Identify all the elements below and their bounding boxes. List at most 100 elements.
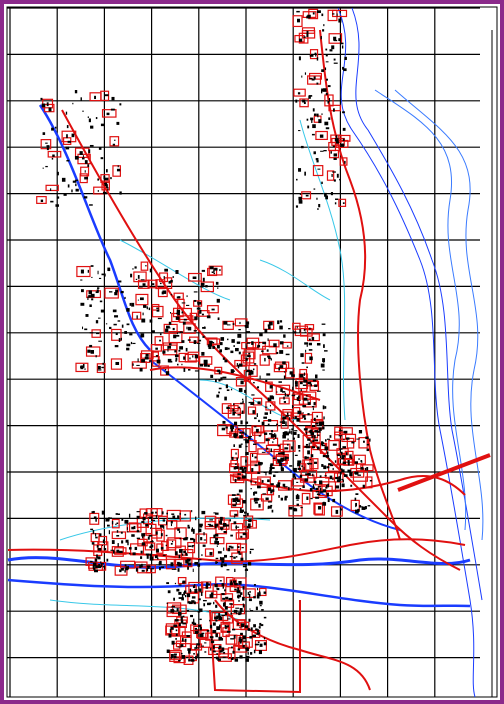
building [177, 515, 180, 520]
building [277, 482, 281, 485]
building [266, 349, 269, 352]
building [116, 530, 119, 533]
building [178, 349, 181, 352]
building [278, 452, 281, 455]
building [239, 431, 242, 434]
block [262, 345, 277, 355]
building [191, 510, 193, 513]
building [170, 562, 174, 567]
building [136, 537, 141, 540]
building [233, 403, 235, 406]
building [198, 528, 202, 533]
building [325, 48, 328, 51]
building [205, 285, 208, 288]
building [112, 143, 116, 146]
building [97, 270, 99, 275]
building [61, 177, 66, 182]
building [121, 518, 124, 521]
building [176, 588, 180, 592]
building [308, 349, 313, 351]
building [223, 531, 227, 534]
building [288, 486, 290, 491]
building [266, 373, 271, 376]
building [342, 66, 344, 70]
building [317, 434, 320, 436]
block [100, 174, 110, 184]
building [165, 328, 169, 332]
building [184, 638, 187, 642]
block [212, 584, 227, 596]
building [211, 271, 214, 273]
building [314, 384, 318, 387]
building [106, 112, 110, 116]
building [290, 446, 294, 450]
building [248, 593, 251, 598]
block [204, 548, 215, 557]
building [121, 567, 124, 571]
building [333, 62, 338, 64]
building [249, 608, 251, 610]
block [301, 391, 317, 400]
building [159, 566, 161, 571]
building [315, 54, 317, 57]
building [306, 33, 309, 37]
building [271, 467, 275, 469]
building [242, 564, 247, 566]
pointer-line [397, 453, 491, 492]
building [182, 321, 186, 325]
building [306, 496, 309, 500]
building [159, 333, 162, 336]
block [205, 632, 221, 641]
building [90, 350, 95, 354]
building [94, 95, 97, 100]
building [282, 483, 286, 487]
building [283, 375, 286, 379]
building [248, 618, 251, 622]
building [239, 607, 243, 612]
building [97, 556, 101, 560]
building [179, 331, 184, 333]
building [208, 583, 210, 586]
building [48, 107, 52, 112]
building [256, 498, 260, 501]
building [174, 582, 177, 585]
building [315, 496, 320, 499]
building [284, 497, 287, 501]
building [292, 432, 297, 435]
building [216, 394, 220, 398]
building [307, 450, 310, 455]
building [268, 357, 272, 359]
building [285, 421, 287, 426]
block [167, 537, 182, 549]
building [186, 295, 188, 298]
building [84, 368, 86, 370]
building [84, 176, 89, 180]
building [228, 597, 233, 601]
building [313, 113, 317, 116]
building [227, 338, 229, 341]
building [304, 342, 309, 345]
block [307, 333, 320, 342]
building [284, 495, 288, 498]
building [307, 402, 311, 406]
building [242, 596, 245, 601]
building [149, 556, 154, 561]
block [305, 380, 319, 387]
building [87, 116, 90, 118]
building [106, 169, 108, 173]
building [210, 624, 212, 628]
building [254, 417, 257, 420]
building [246, 331, 251, 333]
building [338, 435, 343, 437]
building [323, 150, 327, 152]
building [179, 513, 181, 515]
building [283, 396, 285, 400]
building [243, 640, 247, 642]
building [195, 645, 198, 649]
building [316, 342, 321, 346]
building [347, 460, 350, 464]
building [189, 357, 191, 360]
building [131, 302, 135, 307]
building [259, 375, 261, 380]
block [282, 341, 292, 349]
